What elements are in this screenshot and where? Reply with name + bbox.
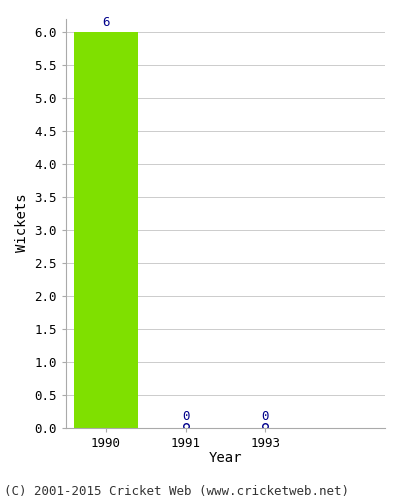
- Text: 6: 6: [102, 16, 110, 28]
- X-axis label: Year: Year: [209, 451, 242, 465]
- Text: 0: 0: [182, 410, 190, 423]
- Text: 0: 0: [262, 410, 269, 423]
- Y-axis label: Wickets: Wickets: [15, 194, 29, 252]
- Text: (C) 2001-2015 Cricket Web (www.cricketweb.net): (C) 2001-2015 Cricket Web (www.cricketwe…: [4, 484, 349, 498]
- Bar: [74, 32, 138, 427]
